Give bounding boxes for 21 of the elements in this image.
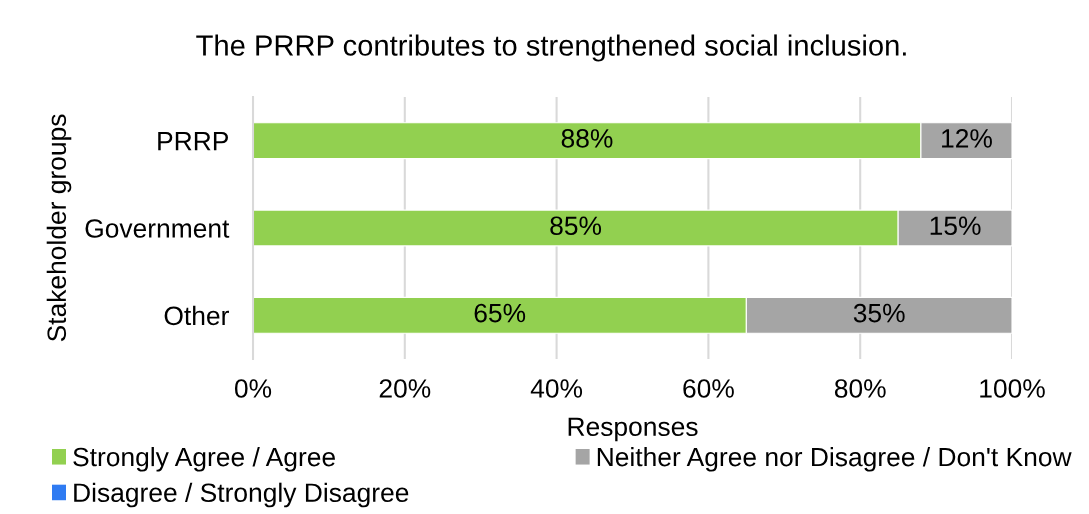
y-tick-label: Other (164, 305, 229, 326)
y-tick-label: Government (85, 219, 230, 238)
data-label: 88% (561, 129, 613, 148)
legend-label: Disagree / Strongly Disagree (74, 482, 409, 508)
data-label: 35% (853, 303, 905, 323)
y-axis-title: Stakeholder groups (46, 114, 72, 342)
x-tick-label: 20% (379, 379, 431, 398)
x-tick-label: 60% (683, 379, 734, 398)
x-axis-title: Responses (568, 417, 698, 442)
data-label: 15% (930, 216, 981, 236)
x-tick-label: 40% (530, 379, 583, 398)
x-tick-label: 0% (234, 379, 272, 398)
data-label: 12% (942, 129, 992, 148)
chart-title: The PRRP contributes to strengthened social inclusion. (196, 34, 906, 62)
data-label: 65% (474, 303, 526, 323)
y-tick-label: PRRP (158, 132, 228, 151)
x-tick-label: 100% (980, 379, 1045, 398)
legend-label: Neither Agree nor Disagree / Don't Know (597, 447, 1072, 472)
legend-label: Strongly Agree / Agree (73, 447, 335, 472)
x-tick-label: 80% (834, 379, 886, 398)
data-label: 85% (550, 216, 602, 236)
